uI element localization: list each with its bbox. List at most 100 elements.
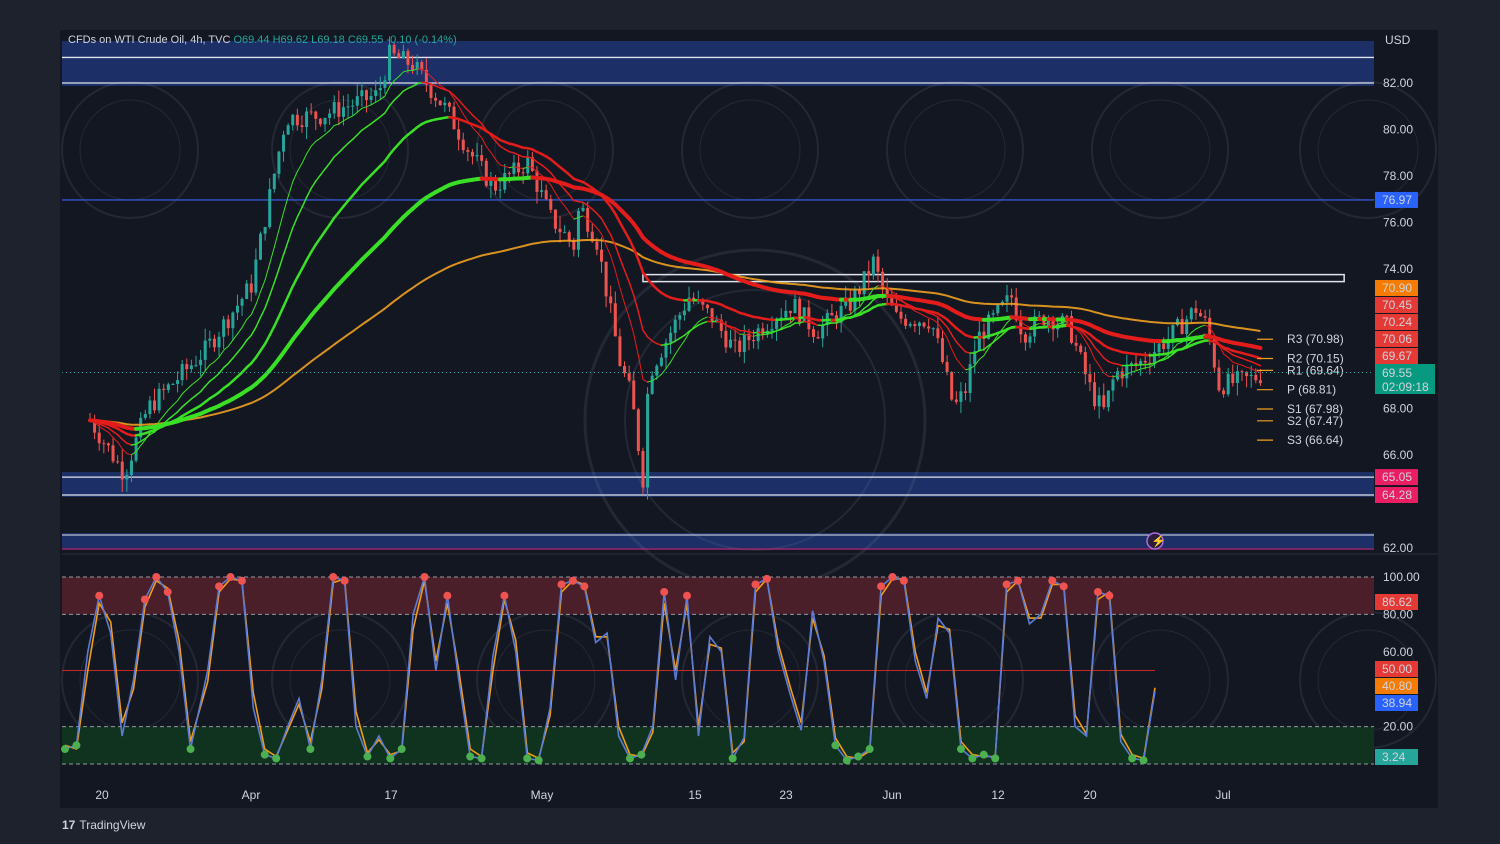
ribbon-segment — [1232, 354, 1239, 358]
ribbon-segment — [1153, 360, 1160, 365]
ribbon-segment — [702, 316, 708, 320]
ribbon-segment — [117, 441, 123, 450]
ribbon-segment — [946, 326, 953, 336]
ma-value-tag: 70.45 — [1382, 298, 1412, 312]
candle-body — [977, 331, 981, 352]
level-price-tag-bg — [1375, 469, 1418, 486]
candle-body — [498, 189, 502, 191]
ribbon-segment — [103, 425, 110, 429]
resistance-box[interactable] — [642, 273, 1345, 283]
orange-wave-line — [89, 239, 1261, 426]
signal-dot — [443, 591, 452, 600]
ribbon-segment — [296, 206, 303, 218]
oscillator-tick-label: 100.00 — [1383, 570, 1420, 584]
ribbon-segment — [835, 318, 842, 323]
ribbon-segment — [200, 370, 206, 379]
ribbon-segment — [190, 394, 197, 400]
tradingview-logo[interactable]: 17 TradingView — [62, 818, 145, 832]
ribbon-segment — [273, 315, 281, 328]
ribbon-segment — [1066, 320, 1073, 326]
ribbon-segment — [674, 337, 681, 342]
ribbon-segment — [236, 327, 243, 335]
ribbon-segment — [725, 324, 732, 328]
ribbon-segment — [476, 118, 483, 125]
ribbon-segment — [430, 76, 437, 82]
candles — [88, 36, 1262, 500]
candle-body — [1231, 373, 1235, 383]
ribbon-segment — [319, 134, 326, 139]
candle-body — [337, 102, 341, 117]
candle-body — [599, 249, 603, 262]
ribbon-segment — [144, 432, 151, 441]
candle-body — [1079, 345, 1083, 353]
candle-body — [97, 432, 101, 444]
ribbon-segment — [149, 428, 156, 434]
signal-dot — [1002, 580, 1011, 589]
ribbon-segment — [706, 316, 713, 319]
ribbon-segment — [365, 123, 372, 128]
candle-body — [226, 319, 230, 329]
candle-body — [360, 90, 364, 97]
watermark-inner-circle — [1109, 99, 1211, 201]
candle-body — [171, 383, 175, 385]
ribbon-segment — [646, 336, 653, 342]
ribbon-segment — [623, 229, 631, 241]
ribbon-segment — [1190, 328, 1197, 334]
ribbon-segment — [121, 438, 128, 444]
ribbon-segment — [623, 269, 630, 283]
oscillator-value-tag-bg — [1375, 594, 1418, 610]
pivot-label: P (68.81) — [1287, 383, 1336, 397]
candle-body — [93, 420, 97, 433]
lightning-icon[interactable] — [1146, 532, 1164, 550]
ribbon-segment — [1181, 337, 1188, 343]
ribbon-segment — [324, 162, 331, 170]
ribbon-segment — [974, 358, 980, 367]
ribbon-segment — [1112, 375, 1119, 378]
ribbon-segment — [163, 409, 169, 417]
candle-body — [166, 384, 170, 391]
candle-body — [549, 199, 553, 210]
ma-value-tag-bg — [1375, 297, 1418, 313]
ribbon-segment — [573, 217, 579, 220]
candle-body — [881, 271, 885, 289]
ribbon-segment — [93, 420, 100, 425]
candle-body — [821, 324, 825, 339]
ribbon-segment — [1107, 360, 1114, 365]
ribbon-segment — [384, 86, 391, 97]
ribbon-segment — [946, 337, 953, 350]
time-tick-label: Jun — [882, 788, 901, 802]
ribbon-segment — [209, 376, 216, 383]
candle-body — [185, 364, 189, 370]
ribbon-segment — [1056, 324, 1064, 327]
candle-body — [397, 53, 401, 59]
candle-body — [788, 310, 792, 314]
signal-dot — [466, 752, 475, 761]
candle-body — [553, 209, 557, 229]
ribbon-segment — [1033, 326, 1040, 329]
candle-body — [153, 400, 157, 411]
ribbon-segment — [286, 285, 295, 298]
ribbon-segment — [1200, 324, 1206, 328]
pivot-label: S2 (67.47) — [1287, 414, 1343, 428]
ribbon-segment — [499, 145, 506, 150]
candle-body — [844, 297, 848, 306]
ribbon-segment — [172, 400, 179, 406]
ribbon-segment — [632, 247, 640, 261]
ribbon-segment — [826, 322, 833, 325]
candle-body — [1203, 316, 1207, 318]
candle-body — [162, 388, 166, 391]
ribbon-segment — [845, 313, 851, 316]
ribbon-segment — [997, 328, 1003, 336]
ribbon-segment — [835, 320, 842, 324]
candle-body — [263, 227, 267, 234]
signal-dot — [580, 582, 589, 591]
candle-body — [664, 342, 668, 358]
ribbon-segment — [259, 279, 266, 293]
ribbon-segment — [342, 142, 349, 149]
symbol-name[interactable]: CFDs on WTI Crude Oil, 4h, TVC — [68, 34, 231, 46]
ribbon-segment — [254, 349, 262, 359]
candle-body — [682, 310, 686, 316]
candle-body — [1217, 367, 1221, 391]
ribbon-segment — [121, 448, 128, 455]
